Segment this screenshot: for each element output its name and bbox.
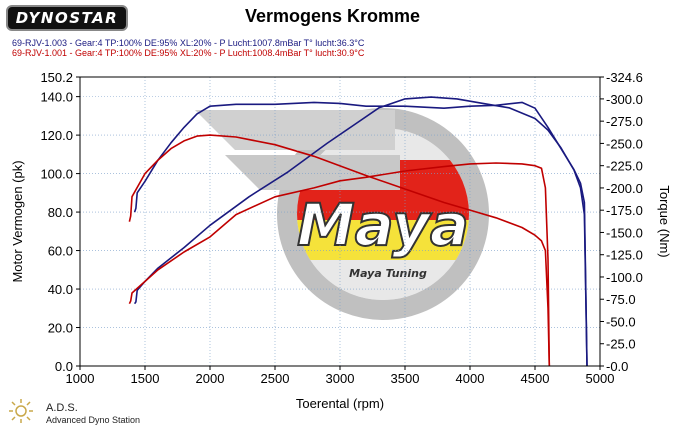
y2-tick-label: -25.0: [606, 337, 636, 352]
x-tick-label: 5000: [586, 371, 615, 386]
x-axis-label: Toerental (rpm): [296, 396, 384, 411]
y-tick-label: 120.0: [40, 128, 73, 143]
x-tick-label: 2000: [196, 371, 225, 386]
chart-title: Vermogens Kromme: [244, 6, 421, 26]
dynostar-logo: DYNOSTAR: [6, 5, 128, 31]
y-tick-label: 100.0: [40, 167, 73, 182]
footer-name: A.D.S.: [46, 402, 78, 414]
y2-tick-label: -150.0: [606, 225, 643, 240]
chart-grid: [80, 77, 600, 366]
y-tick-label: 140.0: [40, 90, 73, 105]
y2-tick-label: -250.0: [606, 136, 643, 151]
y2-axis-label: Torque (Nm): [657, 185, 672, 257]
y2-tick-label: -50.0: [606, 314, 636, 329]
x-tick-label: 4000: [456, 371, 485, 386]
watermark-tagline: Maya Tuning: [349, 267, 427, 280]
run-info-2: 69-RJV-1.001 - Gear:4 TP:100% DE:95% XL:…: [12, 48, 365, 58]
x-tick-label: 1000: [66, 371, 95, 386]
x-tick-label: 3000: [326, 371, 355, 386]
run-info-1: 69-RJV-1.003 - Gear:4 TP:100% DE:95% XL:…: [12, 38, 365, 48]
ads-sun-icon: [9, 399, 33, 423]
y2-tick-label: -200.0: [606, 181, 643, 196]
y-tick-label: 40.0: [48, 282, 73, 297]
y-tick-label: 20.0: [48, 321, 73, 336]
y2-tick-label: -225.0: [606, 159, 643, 174]
chart-curves: [128, 96, 588, 367]
y2-tick-label: -125.0: [606, 248, 643, 263]
y-tick-label: 150.2: [40, 70, 73, 85]
y-tick-label: 0.0: [55, 359, 73, 374]
y-tick-label: 60.0: [48, 244, 73, 259]
x-tick-label: 1500: [131, 371, 160, 386]
dynostar-logo-text: DYNOSTAR: [15, 9, 119, 27]
watermark-brand: Maya: [297, 191, 469, 259]
y2-tick-label: -175.0: [606, 203, 643, 218]
x-tick-label: 4500: [521, 371, 550, 386]
y-axis-label: Motor Vermogen (pk): [10, 160, 25, 282]
series-line-torque: [128, 162, 551, 367]
maya-tuning-watermark: Maya Maya Tuning: [195, 108, 489, 320]
y2-tick-label: -275.0: [606, 114, 643, 129]
y2-tick-label: -300.0: [606, 92, 643, 107]
y2-tick-label: -324.6: [606, 70, 643, 85]
y2-tick-label: -100.0: [606, 270, 643, 285]
series-line-torque: [133, 96, 588, 367]
series-line-power: [128, 134, 551, 367]
x-tick-label: 2500: [261, 371, 290, 386]
y2-tick-label: -0.0: [606, 359, 628, 374]
chart-axes: 1000 1500 2000 2500 3000 3500 4000 4500 5000 0.0 2…: [10, 70, 672, 411]
footer-subtitle: Advanced Dyno Station: [46, 415, 141, 425]
y2-tick-label: -75.0: [606, 292, 636, 307]
x-tick-label: 3500: [391, 371, 420, 386]
y-tick-label: 80.0: [48, 205, 73, 220]
